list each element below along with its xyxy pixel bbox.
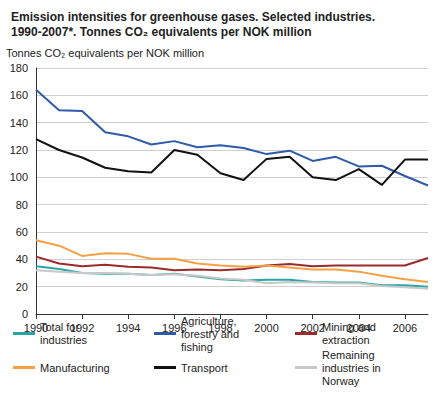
svg-text:Remaining: Remaining <box>322 349 378 361</box>
svg-text:160: 160 <box>10 89 28 101</box>
svg-text:120: 120 <box>10 144 28 156</box>
svg-text:60: 60 <box>16 226 28 238</box>
svg-text:Manufacturing: Manufacturing <box>40 362 110 374</box>
svg-text:forestry and: forestry and <box>181 328 242 340</box>
svg-text:fishing: fishing <box>181 341 213 353</box>
svg-text:40: 40 <box>16 253 28 265</box>
svg-text:1994: 1994 <box>116 322 140 334</box>
svg-text:100: 100 <box>10 171 28 183</box>
svg-text:2002: 2002 <box>300 321 325 334</box>
svg-text:2000: 2000 <box>254 322 278 334</box>
svg-text:1990: 1990 <box>23 321 49 334</box>
svg-text:Agriculture,: Agriculture, <box>181 315 240 327</box>
svg-text:80: 80 <box>16 199 28 211</box>
svg-text:0: 0 <box>22 308 28 320</box>
svg-text:Total for: Total for <box>40 321 82 333</box>
svg-text:1990-2007*. Tonnes CO₂ equival: 1990-2007*. Tonnes CO₂ equivalents per N… <box>11 25 312 39</box>
svg-text:2006: 2006 <box>393 322 417 334</box>
svg-text:Transport: Transport <box>181 362 228 374</box>
svg-text:Tonnes CO₂ equivalents per NOK: Tonnes CO₂ equivalents per NOK million <box>6 47 204 59</box>
svg-text:extraction: extraction <box>322 334 370 346</box>
svg-text:industries: industries <box>40 334 88 346</box>
svg-text:Emission intensities for green: Emission intensities for greenhouse gase… <box>11 10 378 24</box>
svg-text:Norway: Norway <box>322 375 360 387</box>
svg-text:industries in: industries in <box>322 362 384 374</box>
svg-text:140: 140 <box>10 117 28 129</box>
svg-text:180: 180 <box>10 62 28 74</box>
svg-text:20: 20 <box>16 281 28 293</box>
svg-text:Mining and: Mining and <box>322 321 379 333</box>
svg-text:1996: 1996 <box>162 321 187 334</box>
